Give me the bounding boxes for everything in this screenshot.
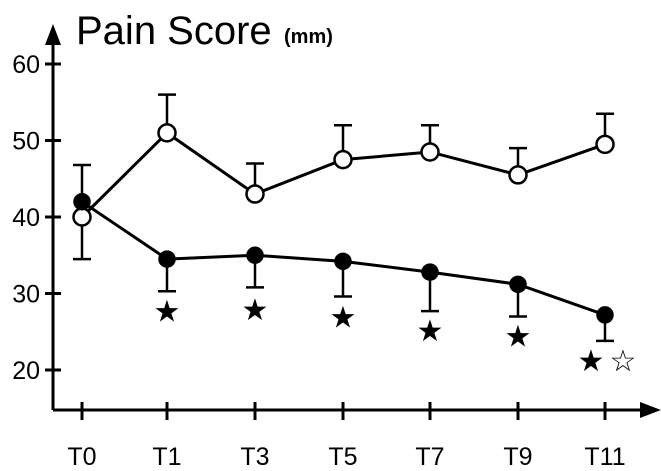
y-tick-label: 50 [12, 128, 40, 156]
filled-star-marker: ★ [417, 314, 444, 349]
x-tick-label-t11: T11 [584, 443, 625, 471]
open-star-marker: ☆ [610, 344, 637, 379]
data-point-open-circle-t3 [245, 184, 265, 204]
y-axis-arrowhead [45, 24, 61, 45]
series-layer [72, 93, 615, 343]
data-point-open-circle-t0 [72, 207, 92, 227]
chart-title-text: Pain Score [76, 9, 272, 53]
x-ticks: T0 T1 T3 T5 T7 T9 T11 [67, 402, 626, 471]
data-point-filled-circle-t0 [73, 192, 91, 211]
y-tick-label: 20 [12, 357, 40, 385]
filled-star-marker: ★ [330, 300, 357, 335]
data-point-filled-circle-t3 [246, 246, 264, 264]
data-point-open-circle-t5 [333, 149, 353, 170]
chart-title-unit: (mm) [284, 26, 333, 48]
y-axis [45, 24, 61, 410]
data-point-open-circle-t1 [157, 123, 177, 143]
filled-star-marker: ★ [505, 320, 532, 355]
data-point-filled-circle-t11 [596, 306, 614, 324]
significance-markers: ★ ★ ★ ★ ★★ ☆ [154, 293, 637, 379]
x-tick-label-t7: T7 [415, 443, 444, 471]
filled-star-marker: ★ [578, 344, 605, 379]
x-tick-label-t9: T9 [503, 443, 532, 471]
y-ticks: 20 30 40 50 60 [12, 51, 61, 385]
data-point-filled-circle-t7 [421, 263, 439, 281]
data-point-filled-circle-t1 [158, 250, 176, 268]
y-tick-label: 30 [12, 281, 40, 309]
y-tick-label: 60 [12, 51, 40, 79]
filled-star-marker: ★ [242, 293, 269, 328]
data-point-filled-circle-t5 [334, 252, 352, 271]
data-point-open-circle-t9 [508, 165, 528, 185]
x-tick-label-t1: T1 [152, 443, 181, 471]
series-filled-circle [73, 163, 614, 343]
data-point-open-circle-t7 [420, 142, 440, 162]
y-tick-label: 40 [12, 204, 40, 232]
x-tick-label-t5: T5 [328, 443, 357, 471]
filled-star-marker: ★ [154, 294, 181, 329]
chart-title: Pain Score (mm) [76, 9, 333, 53]
series-open-circle [72, 93, 615, 261]
data-point-open-circle-t11 [595, 134, 615, 155]
x-tick-label-t3: T3 [240, 443, 269, 471]
x-axis-arrowhead [640, 402, 661, 418]
x-axis [53, 402, 661, 418]
data-point-filled-circle-t9 [509, 275, 527, 294]
x-tick-label-t0: T0 [67, 443, 96, 471]
